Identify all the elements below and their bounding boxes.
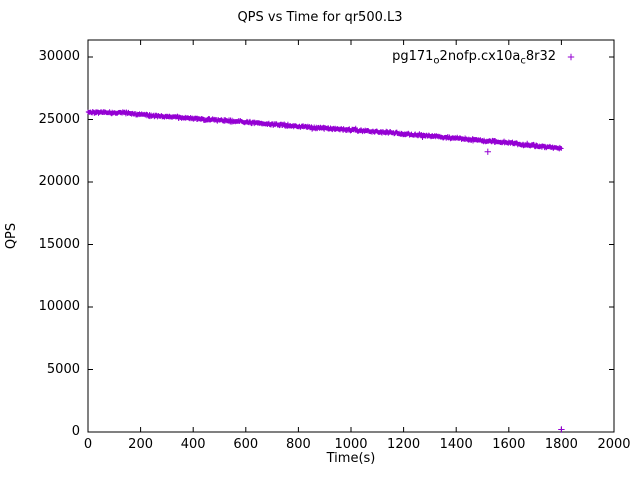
- chart-title: QPS vs Time for qr500.L3: [237, 10, 403, 25]
- legend-label-subscript: c: [520, 55, 526, 67]
- axis-ticks: [87, 40, 615, 433]
- x-tick-label: 200: [128, 437, 153, 452]
- y-tick-label: 20000: [38, 174, 80, 189]
- x-axis-label: Time(s): [326, 451, 376, 466]
- y-tick-label: 0: [71, 424, 80, 439]
- y-tick-label: 30000: [38, 49, 80, 64]
- series-points: [85, 109, 564, 152]
- legend-label-text: 8r32: [525, 49, 556, 64]
- x-tick-label: 1400: [439, 437, 473, 452]
- x-tick-label: 800: [285, 437, 311, 452]
- legend-marker: [567, 53, 575, 61]
- x-tick-label: 2000: [597, 437, 631, 452]
- series-outlier-points: [484, 148, 565, 433]
- x-tick-label: 400: [180, 437, 206, 452]
- y-tick-label: 25000: [38, 111, 80, 127]
- plot-border: [87, 39, 615, 433]
- legend-label-text: pg171: [392, 49, 434, 64]
- x-tick-label: 1200: [387, 437, 421, 452]
- y-tick-label: 5000: [46, 361, 80, 377]
- legend-label-subscript: o: [433, 55, 440, 67]
- legend-label-text: 2nofp.cx10a: [439, 49, 521, 64]
- legend-label: pg171o2nofp.cx10ac8r32: [392, 49, 556, 67]
- y-tick-label: 10000: [38, 299, 80, 314]
- y-tick-label: 15000: [38, 236, 80, 252]
- x-tick-label: 1000: [334, 437, 368, 452]
- x-tick-label: 1800: [544, 437, 578, 452]
- x-tick-label: 600: [233, 437, 259, 452]
- x-tick-label: 1600: [492, 437, 526, 452]
- x-tick-label: 0: [83, 437, 93, 452]
